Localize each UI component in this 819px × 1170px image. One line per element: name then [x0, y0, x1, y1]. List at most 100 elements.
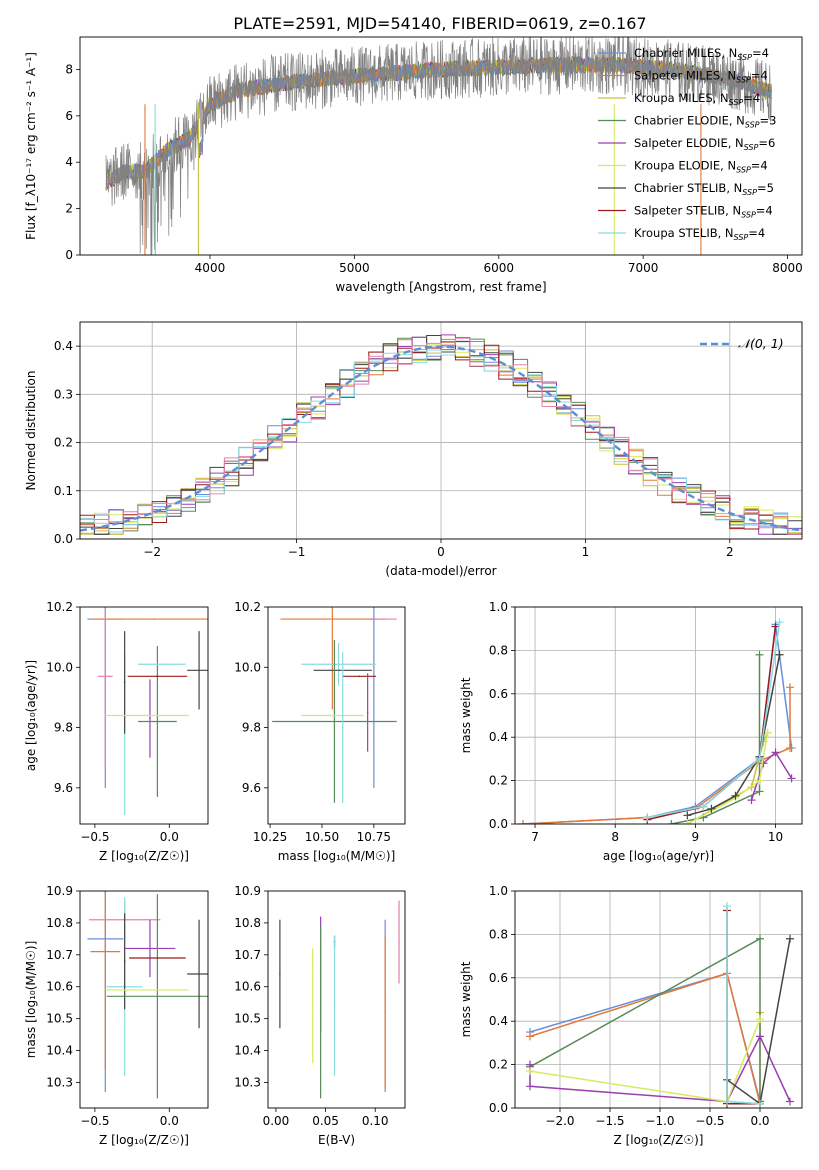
weight-marker-kroupa_elodie: [526, 1067, 534, 1076]
tick-label-x: 0.10: [362, 1114, 389, 1128]
weight-marker-kroupa_elodie: [756, 1015, 764, 1024]
point-kroupa_elodie: [311, 1005, 314, 1007]
tick-label-y: 0.2: [54, 436, 73, 450]
weight-marker-salpeter_elodie: [747, 796, 756, 805]
tick-label-x: 5000: [339, 261, 370, 275]
panel-weight_vs_Z: −2.0 −1.5 −1.0 −0.5 0.0 0.0 0.2 0.4 0.6 0.8 1.0 Z […: [459, 884, 803, 1147]
axes-frame: [267, 890, 406, 1109]
errorbars: [272, 607, 397, 803]
weight-marker-salpeter_miles: [785, 683, 794, 692]
legend-label-salpeter_miles: Salpeter MILES, NSSP=4: [634, 69, 768, 85]
tick-label-y: 0.6: [489, 971, 508, 985]
tick-label-x: 8: [611, 830, 619, 844]
weight-marker-salpeter_elodie: [771, 748, 780, 757]
point-salpeter_miles: [153, 618, 156, 620]
point-salpeter_miles: [384, 1011, 386, 1014]
tick-label-y: 0.8: [489, 927, 508, 941]
weight-marker-salpeter_miles: [526, 1032, 534, 1041]
tick-label-y: 10.7: [46, 948, 73, 962]
weight-marker-kroupa_elodie: [755, 776, 764, 785]
weight-marker-salpeter_miles: [785, 744, 794, 753]
weight-marker-kroupa_stelib: [723, 902, 731, 911]
tick-label-y: 10.9: [234, 884, 261, 898]
tick-label-y: 6: [65, 109, 73, 123]
panel-age_vs_Z: −0.5 0.0 9.6 9.8 10.0 10.2 Z [log₁₀(Z/Z☉)] age …: [24, 600, 209, 863]
point-salpeter_elodie: [149, 947, 151, 950]
point-salpeter_stelib: [358, 675, 361, 678]
tick-label-y: 0.0: [54, 532, 73, 546]
tick-label-x: 4000: [195, 261, 226, 275]
tick-label-y: 10.8: [234, 916, 261, 930]
tick-label-x: −1.0: [645, 1114, 674, 1128]
axis-label-y: Normed distribution: [24, 371, 38, 491]
tick-label-y: 0.2: [489, 1058, 508, 1072]
tick-label-y: 1.0: [489, 600, 508, 614]
tick-label-x: 2: [726, 545, 734, 559]
tick-label-y: 9.6: [242, 781, 261, 795]
point-salpeter_stelib: [156, 675, 159, 678]
observed-spectrum: [105, 37, 772, 255]
tick-label-x: 10.50: [305, 830, 339, 844]
point-chabrier_elodie: [319, 1011, 322, 1014]
axis-label-x: Z [log₁₀(Z/Z☉)]: [99, 1133, 189, 1147]
tick-label-x: −2: [143, 545, 161, 559]
tick-label-y: 10.4: [46, 1044, 73, 1058]
tick-label-x: 10.25: [253, 830, 287, 844]
tick-label-y: 10.0: [234, 660, 261, 674]
weight-marker-salpeter_elodie: [786, 1097, 794, 1106]
legend-label-kroupa_elodie: Kroupa ELODIE, NSSP=4: [634, 159, 768, 175]
axis-label-y: age [log₁₀(age/yr)]: [24, 660, 38, 771]
point-salpeter_stelib: [156, 957, 159, 959]
tick-label-y: 0.1: [54, 484, 73, 498]
point-chabrier_stelib: [123, 960, 126, 963]
tick-label-y: 10.5: [234, 1012, 261, 1026]
tick-label-y: 10.5: [46, 1012, 73, 1026]
weight-marker-kroupa_stelib: [755, 754, 764, 763]
axis-label-y: mass weight: [459, 677, 473, 753]
axis-label-x: (data-model)/error: [385, 564, 496, 578]
tick-label-y: 10.3: [234, 1075, 261, 1089]
legend-label-kroupa_stelib: Kroupa STELIB, NSSP=4: [634, 226, 765, 242]
histogram-salpeter_stelib: [80, 341, 802, 535]
tick-label-y: 10.2: [234, 600, 261, 614]
tick-label-y: 10.8: [46, 916, 73, 930]
tick-label-y: 10.4: [234, 1044, 261, 1058]
tick-label-x: −0.5: [80, 830, 109, 844]
figure-title: PLATE=2591, MJD=54140, FIBERID=0619, z=0…: [233, 14, 646, 33]
point-chabrier_stelib: [279, 973, 281, 975]
panel-weight_vs_age: 7 8 9 10 0.0 0.2 0.4 0.6 0.8 1.0 age [log₁₀(age/yr…: [459, 600, 803, 863]
axis-label-x: Z [log₁₀(Z/Z☉)]: [614, 1133, 704, 1147]
tick-label-x: 0.0: [160, 830, 179, 844]
tick-label-y: 9.8: [242, 721, 261, 735]
tick-label-y: 10.3: [46, 1075, 73, 1089]
tick-label-y: 10.6: [234, 980, 261, 994]
legend-label-chabrier_stelib: Chabrier STELIB, NSSP=5: [634, 181, 774, 197]
weight-marker-kroupa_stelib: [756, 1099, 764, 1108]
tick-label-y: 10.7: [234, 948, 261, 962]
axes-frame: [79, 36, 803, 256]
panel-spectrum: 4000 5000 6000 7000 8000 0 2 4 6 8 wavelength [Ang…: [24, 36, 803, 294]
point-kroupa_stelib: [337, 663, 340, 666]
weight-marker-kroupa_stelib: [699, 802, 708, 811]
axis-label-y: mass weight: [459, 961, 473, 1037]
panel-residuals: −2 −1 0 1 2 0.0 0.1 0.2 0.3 0.4 (data-model)/error…: [24, 321, 803, 578]
model-spectrum-chabrier_miles: [105, 56, 772, 185]
tick-label-x: 7: [531, 830, 539, 844]
legend-label-salpeter_stelib: Salpeter STELIB, NSSP=4: [634, 204, 773, 220]
tick-label-x: 0.0: [160, 1114, 179, 1128]
axis-label-y: Flux [f_λ10⁻¹⁷ erg cm⁻² s⁻¹ A⁻¹]: [24, 52, 38, 240]
legend: 𝒩(0, 1): [700, 336, 784, 351]
weight-line-kroupa_stelib: [647, 622, 781, 819]
weight-marker-kroupa_stelib: [723, 1097, 731, 1106]
point-pink: [383, 618, 386, 620]
point-chabrier_elodie: [333, 720, 336, 723]
axes-frame: [79, 321, 803, 540]
axis-label-x: wavelength [Angstrom, rest frame]: [335, 280, 546, 294]
point-pink: [398, 941, 400, 943]
tick-label-x: 8000: [772, 261, 803, 275]
spectrum-traces: [105, 37, 772, 255]
weight-line-kroupa_miles: [687, 732, 769, 824]
weight-marker-chabrier_stelib: [786, 934, 794, 943]
